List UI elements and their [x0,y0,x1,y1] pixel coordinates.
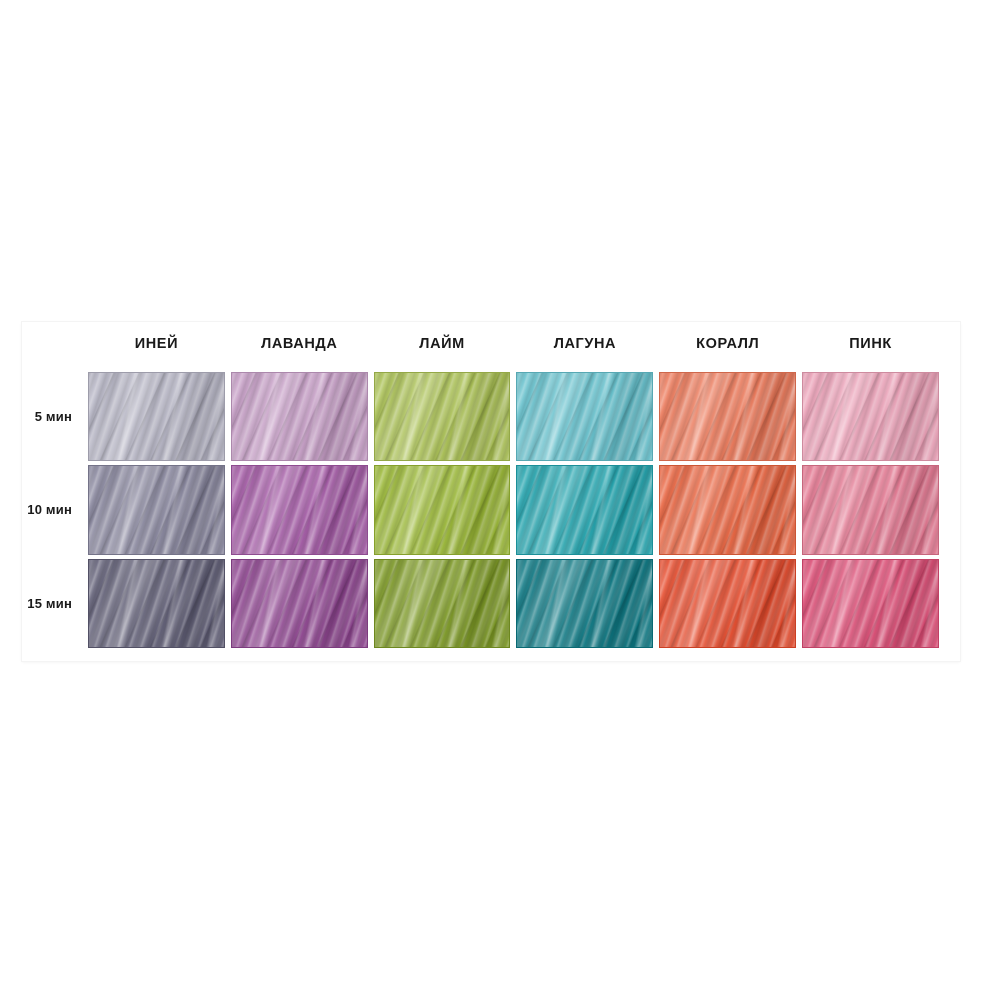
column-header-laym: ЛАЙМ [419,336,465,352]
column-header-iney: ИНЕЙ [134,336,179,352]
swatch-cell [85,557,228,650]
swatch-cell [799,370,942,463]
column-header-pink: ПИНК [849,336,892,352]
swatch-cell [371,370,514,463]
swatch-cell [656,463,799,556]
swatch-iney-15min [88,558,225,648]
column-header-korall: КОРАЛЛ [696,336,760,352]
swatch-cell [799,557,942,650]
swatch-korall-10min [659,465,797,555]
swatch-laguna-5min [516,372,654,462]
color-swatch-card: ИНЕЙ ЛАВАНДА ЛАЙМ ЛАГУНА КОРАЛЛ ПИНК 5 м… [22,322,960,661]
swatch-laguna-15min [516,558,654,648]
swatch-korall-5min [659,372,797,462]
swatch-cell [85,370,228,463]
swatch-cell [228,557,371,650]
swatch-lavanda-15min [230,558,368,648]
swatch-cell [228,463,371,556]
swatch-lavanda-5min [230,372,368,462]
grid-corner-spacer [22,322,85,370]
swatch-cell [371,557,514,650]
swatch-cell [656,370,799,463]
row-header-5-min: 5 мин [34,409,72,425]
swatch-pink-15min [802,558,939,648]
row-header-10-min: 10 мин [27,502,72,518]
column-header-lavanda: ЛАВАНДА [261,336,338,352]
swatch-laym-15min [373,558,511,648]
swatch-cell [228,370,371,463]
swatch-korall-15min [659,558,797,648]
swatch-lavanda-10min [230,465,368,555]
swatch-cell [513,557,656,650]
column-header-laguna: ЛАГУНА [553,336,617,352]
swatch-grid: ИНЕЙ ЛАВАНДА ЛАЙМ ЛАГУНА КОРАЛЛ ПИНК 5 м… [22,322,960,661]
swatch-iney-10min [88,465,225,555]
swatch-cell [513,370,656,463]
swatch-cell [85,463,228,556]
swatch-pink-5min [802,372,939,462]
swatch-iney-5min [88,372,225,462]
swatch-cell [656,557,799,650]
swatch-cell [371,463,514,556]
swatch-pink-10min [802,465,939,555]
swatch-laguna-10min [516,465,654,555]
swatch-laym-10min [373,465,511,555]
row-header-15-min: 15 мин [27,595,72,611]
swatch-cell [799,463,942,556]
swatch-laym-5min [373,372,511,462]
swatch-cell [513,463,656,556]
